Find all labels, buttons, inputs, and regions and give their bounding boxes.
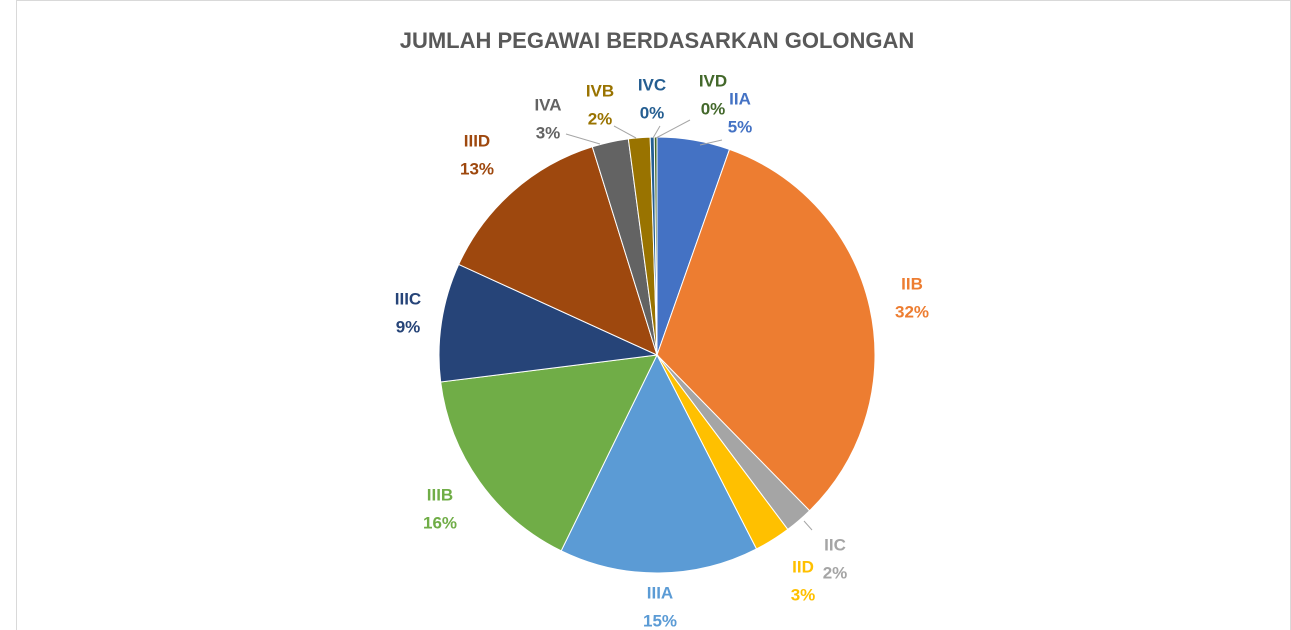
slice-category-label: IVA	[534, 95, 561, 114]
slice-value-label: 16%	[423, 513, 457, 532]
slice-value-label: 2%	[823, 563, 848, 582]
leader-line	[565, 133, 601, 145]
pie-slice	[440, 354, 658, 552]
slice-category-label: IIC	[824, 535, 846, 554]
slice-category-label: IVB	[586, 81, 614, 100]
pie-slice	[656, 148, 876, 512]
slice-value-label: 15%	[643, 611, 677, 630]
slice-value-label: 3%	[791, 585, 816, 604]
slice-value-label: 2%	[588, 109, 613, 128]
slice-value-label: 3%	[536, 123, 561, 142]
slice-category-label: IID	[792, 557, 814, 576]
leader-line	[803, 520, 813, 531]
leader-line	[699, 139, 723, 146]
slice-category-label: IIIC	[395, 289, 421, 308]
leader-line	[613, 125, 637, 139]
slice-category-label: IIIB	[427, 485, 453, 504]
slice-category-label: IVC	[638, 75, 666, 94]
slice-category-label: IIID	[464, 131, 490, 150]
leader-line	[652, 125, 661, 139]
chart-title: JUMLAH PEGAWAI BERDASARKAN GOLONGAN	[400, 28, 915, 53]
slice-value-label: 0%	[701, 99, 726, 118]
slice-category-label: IVD	[699, 71, 727, 90]
slice-value-label: 32%	[895, 302, 929, 321]
leader-line	[655, 119, 691, 139]
slice-value-label: 5%	[728, 117, 753, 136]
slice-value-label: 0%	[640, 103, 665, 122]
pie-slice	[560, 353, 758, 574]
slice-category-label: IIA	[729, 89, 751, 108]
pie-slice	[458, 146, 658, 356]
slice-value-label: 13%	[460, 159, 494, 178]
slice-value-label: 9%	[396, 317, 421, 336]
slice-category-label: IIB	[901, 274, 923, 293]
slice-category-label: IIIA	[647, 583, 673, 602]
pie-slice	[438, 263, 659, 383]
